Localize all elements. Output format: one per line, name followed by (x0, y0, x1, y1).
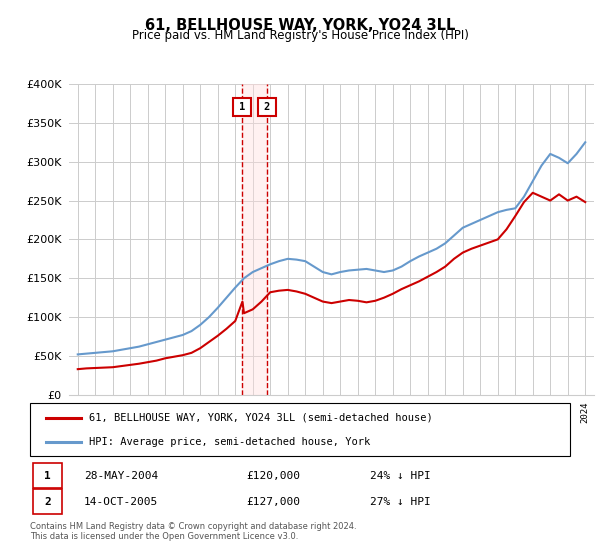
Text: 28-MAY-2004: 28-MAY-2004 (84, 470, 158, 480)
Bar (242, 84, 266, 395)
Text: Price paid vs. HM Land Registry's House Price Index (HPI): Price paid vs. HM Land Registry's House … (131, 29, 469, 42)
Text: Contains HM Land Registry data © Crown copyright and database right 2024.
This d: Contains HM Land Registry data © Crown c… (30, 522, 356, 542)
Text: 2: 2 (263, 102, 269, 113)
Text: £120,000: £120,000 (246, 470, 300, 480)
Text: 24% ↓ HPI: 24% ↓ HPI (370, 470, 431, 480)
Text: £127,000: £127,000 (246, 497, 300, 507)
Text: 1: 1 (44, 470, 51, 480)
Text: HPI: Average price, semi-detached house, York: HPI: Average price, semi-detached house,… (89, 437, 371, 447)
Text: 27% ↓ HPI: 27% ↓ HPI (370, 497, 431, 507)
Text: 14-OCT-2005: 14-OCT-2005 (84, 497, 158, 507)
Bar (33, 489, 62, 514)
Text: 1: 1 (239, 102, 245, 113)
Text: 2: 2 (44, 497, 51, 507)
Text: 61, BELLHOUSE WAY, YORK, YO24 3LL (semi-detached house): 61, BELLHOUSE WAY, YORK, YO24 3LL (semi-… (89, 413, 433, 423)
Bar (33, 463, 62, 488)
Text: 61, BELLHOUSE WAY, YORK, YO24 3LL: 61, BELLHOUSE WAY, YORK, YO24 3LL (145, 18, 455, 33)
